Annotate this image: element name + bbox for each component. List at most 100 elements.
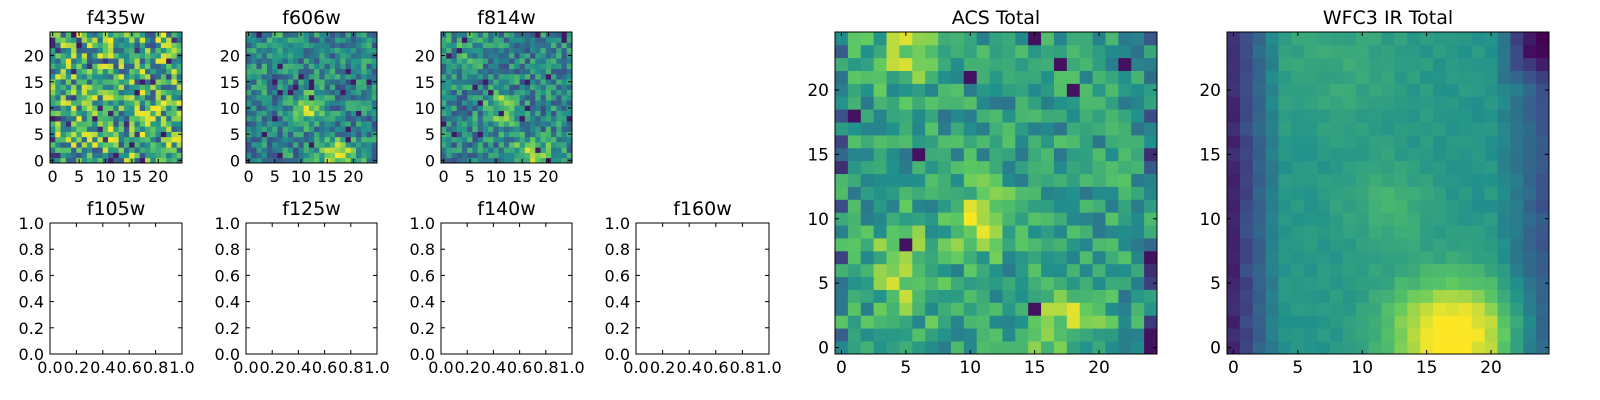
heatmap-cell xyxy=(335,115,341,122)
heatmap-cell xyxy=(1381,96,1395,110)
heatmap-cell xyxy=(1317,173,1331,187)
heatmap-cell xyxy=(150,105,156,111)
heatmap-cell xyxy=(1291,263,1305,278)
heatmap-cell xyxy=(1317,199,1331,213)
heatmap-cell xyxy=(498,73,505,80)
heatmap-cell xyxy=(989,199,1003,213)
heatmap-cell xyxy=(350,63,357,70)
heatmap-cell xyxy=(1015,315,1029,329)
heatmap-cell xyxy=(509,79,515,85)
heatmap-cell xyxy=(171,147,178,153)
heatmap-cell xyxy=(1131,70,1145,84)
heatmap-cell xyxy=(950,302,965,316)
heatmap-cell xyxy=(113,147,119,153)
heatmap-cell xyxy=(139,100,146,106)
heatmap-cell xyxy=(446,63,452,70)
heatmap-cell xyxy=(514,126,520,132)
heatmap-cell xyxy=(503,58,510,64)
heatmap-cell xyxy=(1002,57,1016,71)
heatmap-cell xyxy=(1497,135,1511,149)
heatmap-cell xyxy=(886,57,900,71)
heatmap-cell xyxy=(477,157,484,164)
heatmap-cells xyxy=(835,32,1158,355)
heatmap-cell xyxy=(963,70,978,84)
heatmap-cell xyxy=(989,44,1003,59)
heatmap-cell xyxy=(482,147,489,153)
heatmap-cell xyxy=(451,47,458,54)
heatmap-cell xyxy=(566,152,573,159)
heatmap-cell xyxy=(989,341,1003,355)
heatmap-cell xyxy=(1131,122,1145,136)
heatmap-cell xyxy=(1381,289,1395,303)
heatmap-cell xyxy=(1445,44,1460,59)
heatmap-cell xyxy=(498,42,505,49)
heatmap-cell xyxy=(1227,57,1241,71)
heatmap-cell xyxy=(118,115,125,122)
heatmap-cell xyxy=(1131,147,1145,162)
heatmap-cell xyxy=(873,212,887,226)
y-tick-label: 1.0 xyxy=(410,214,435,233)
y-tick-label: 10 xyxy=(220,99,240,118)
heatmap-cell xyxy=(1144,315,1158,329)
heatmap-cell xyxy=(324,89,331,96)
heatmap-cell xyxy=(1002,83,1016,97)
heatmap-cell xyxy=(303,142,310,148)
heatmap-cell xyxy=(71,152,77,159)
heatmap-cell xyxy=(1420,135,1434,149)
heatmap-cell xyxy=(340,84,346,90)
heatmap-cell xyxy=(561,126,568,132)
heatmap-cell xyxy=(509,63,515,70)
heatmap-cell xyxy=(76,68,83,75)
heatmap-cell xyxy=(102,100,109,106)
heatmap-cell xyxy=(118,94,125,101)
heatmap-cell xyxy=(1066,96,1081,110)
heatmap-cell xyxy=(551,110,557,117)
heatmap-cell xyxy=(1239,122,1254,136)
y-tick-label: 10 xyxy=(415,99,435,118)
heatmap-cell xyxy=(166,142,172,148)
heatmap-cell xyxy=(1118,289,1132,303)
heatmap-cell xyxy=(1394,83,1408,97)
heatmap-cell xyxy=(1015,32,1029,46)
heatmap-cell xyxy=(540,52,547,59)
heatmap-cell xyxy=(298,89,304,96)
heatmap-cell xyxy=(1053,83,1068,97)
heatmap-cell xyxy=(1394,328,1408,342)
heatmap-cell xyxy=(899,302,913,316)
heatmap-cell xyxy=(1291,341,1305,355)
heatmap-cell xyxy=(467,110,473,117)
heatmap-cell xyxy=(1041,289,1055,303)
heatmap-cell xyxy=(1239,212,1254,226)
heatmap-cell xyxy=(308,147,315,153)
heatmap-cell xyxy=(561,152,568,159)
heatmap-cell xyxy=(1015,96,1029,110)
heatmap-cell xyxy=(1536,186,1550,200)
heatmap-cell xyxy=(873,341,887,355)
heatmap-cell xyxy=(498,89,505,96)
heatmap-cell xyxy=(451,84,458,90)
heatmap-cell xyxy=(1227,289,1241,303)
heatmap-cell xyxy=(97,73,104,80)
heatmap-cell xyxy=(92,32,98,38)
heatmap-cell xyxy=(1394,57,1408,71)
heatmap-cell xyxy=(561,32,568,38)
x-tick-label: 5 xyxy=(900,358,911,378)
heatmap-cell xyxy=(123,152,130,159)
heatmap-cell xyxy=(86,115,93,122)
heatmap-cell xyxy=(441,63,447,70)
heatmap-cell xyxy=(139,157,146,164)
heatmap-cell xyxy=(1265,263,1279,278)
x-tick-label: 20 xyxy=(1480,358,1502,378)
heatmap-cell xyxy=(1092,225,1106,239)
heatmap-cell xyxy=(566,121,573,127)
heatmap-cell xyxy=(113,89,119,96)
heatmap-cell xyxy=(1497,341,1511,355)
heatmap-cell xyxy=(1381,263,1395,278)
heatmap-cell xyxy=(566,115,573,122)
heatmap-cell xyxy=(129,37,135,43)
heatmap-cell xyxy=(1227,147,1241,162)
heatmap-cell xyxy=(456,42,463,49)
heatmap-cell xyxy=(461,131,468,138)
heatmap-cell xyxy=(519,121,526,127)
heatmap-cell xyxy=(1092,160,1106,175)
